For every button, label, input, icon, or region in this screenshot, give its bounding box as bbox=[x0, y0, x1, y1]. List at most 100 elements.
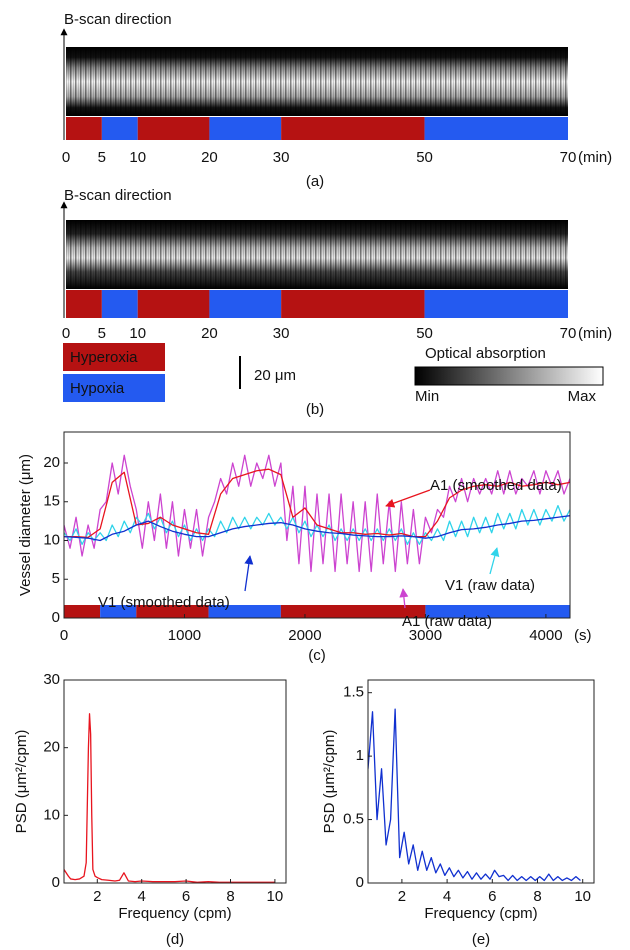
condition-segment bbox=[425, 605, 570, 618]
x-tick-label: 10 bbox=[267, 888, 284, 905]
condition-segment bbox=[137, 117, 210, 140]
y-tick-label: 0 bbox=[356, 874, 364, 891]
caption: (c) bbox=[308, 647, 326, 664]
x-tick-label: 50 bbox=[416, 149, 433, 166]
data-line bbox=[64, 515, 570, 542]
x-tick-label: 0 bbox=[62, 325, 70, 342]
y-tick-label: 0.5 bbox=[343, 811, 364, 828]
x-tick-label: 10 bbox=[129, 149, 146, 166]
caption: (b) bbox=[306, 401, 324, 418]
caption: (d) bbox=[166, 931, 184, 948]
data-line bbox=[368, 708, 581, 882]
series-annotation: V1 (smoothed data) bbox=[98, 594, 230, 611]
y-axis-label: PSD (μm²/cpm) bbox=[321, 730, 338, 834]
condition-segment bbox=[137, 290, 210, 318]
condition-segment bbox=[64, 605, 101, 618]
caption: (a) bbox=[306, 173, 324, 190]
bscan-texture bbox=[66, 47, 568, 116]
y-axis-label: PSD (μm²/cpm) bbox=[13, 730, 30, 834]
series-annotation: A1 (smoothed data) bbox=[430, 477, 562, 494]
x-tick-label: 30 bbox=[273, 325, 290, 342]
condition-segment bbox=[101, 290, 138, 318]
plot-area bbox=[64, 454, 570, 618]
x-tick-label: 8 bbox=[533, 888, 541, 905]
legend-label: Hyperoxia bbox=[70, 349, 138, 366]
y-axis-label: Vessel diameter (μm) bbox=[17, 454, 34, 596]
condition-segment bbox=[136, 605, 209, 618]
legend-label: Hypoxia bbox=[70, 380, 125, 397]
colorbar-min: Min bbox=[415, 388, 439, 405]
condition-segment bbox=[209, 117, 282, 140]
x-tick-label: 6 bbox=[182, 888, 190, 905]
y-tick-label: 5 bbox=[52, 570, 60, 587]
x-tick-label: 1000 bbox=[168, 627, 201, 644]
condition-segment bbox=[424, 117, 568, 140]
x-tick-label: 50 bbox=[416, 325, 433, 342]
y-tick-label: 0 bbox=[52, 609, 60, 626]
y-tick-label: 1 bbox=[356, 747, 364, 764]
axes-frame bbox=[63, 679, 287, 884]
x-tick-label: 70 bbox=[560, 149, 577, 166]
x-tick-label: 0 bbox=[60, 627, 68, 644]
x-tick-label: 4000 bbox=[529, 627, 562, 644]
y-tick-label: 15 bbox=[43, 493, 60, 510]
condition-segment bbox=[66, 290, 102, 318]
colorbar-max: Max bbox=[568, 388, 597, 405]
x-tick-label: 4 bbox=[138, 888, 146, 905]
annotation-arrow bbox=[489, 547, 500, 575]
legend-swatch bbox=[63, 343, 165, 371]
x-tick-label: 2 bbox=[93, 888, 101, 905]
colorbar-title: Optical absorption bbox=[425, 345, 546, 362]
series-annotation: V1 (raw data) bbox=[445, 577, 535, 594]
series-annotation: A1 (raw data) bbox=[402, 613, 492, 630]
x-unit: (s) bbox=[574, 627, 592, 644]
annotation-arrow bbox=[385, 489, 431, 508]
x-unit: (min) bbox=[578, 325, 612, 342]
x-tick-label: 3000 bbox=[409, 627, 442, 644]
x-tick-label: 20 bbox=[201, 149, 218, 166]
x-tick-label: 5 bbox=[98, 325, 106, 342]
condition-segment bbox=[281, 117, 425, 140]
direction-label: B-scan direction bbox=[64, 11, 172, 28]
y-tick-label: 30 bbox=[43, 671, 60, 688]
x-axis-label: Frequency (cpm) bbox=[424, 905, 537, 922]
direction-label: B-scan direction bbox=[64, 187, 172, 204]
x-tick-label: 2000 bbox=[288, 627, 321, 644]
y-tick-label: 1.5 bbox=[343, 684, 364, 701]
x-tick-label: 70 bbox=[560, 325, 577, 342]
x-tick-label: 10 bbox=[129, 325, 146, 342]
x-tick-label: 4 bbox=[443, 888, 451, 905]
x-tick-label: 8 bbox=[226, 888, 234, 905]
annotation-arrow bbox=[244, 555, 254, 592]
y-tick-label: 20 bbox=[43, 454, 60, 471]
condition-segment bbox=[209, 290, 282, 318]
data-line bbox=[64, 713, 275, 883]
x-unit: (min) bbox=[578, 149, 612, 166]
x-axis-label: Frequency (cpm) bbox=[118, 905, 231, 922]
x-tick-label: 30 bbox=[273, 149, 290, 166]
x-tick-label: 2 bbox=[398, 888, 406, 905]
y-tick-label: 20 bbox=[43, 739, 60, 756]
data-line bbox=[64, 454, 570, 573]
y-tick-label: 10 bbox=[43, 806, 60, 823]
colorbar bbox=[414, 366, 604, 386]
bscan-texture bbox=[66, 220, 568, 289]
condition-segment bbox=[281, 290, 425, 318]
x-tick-label: 0 bbox=[62, 149, 70, 166]
condition-segment bbox=[101, 117, 138, 140]
condition-segment bbox=[208, 605, 281, 618]
caption: (e) bbox=[472, 931, 490, 948]
plot-area bbox=[64, 713, 275, 883]
axes-frame bbox=[367, 679, 595, 884]
legend-swatch bbox=[63, 374, 165, 402]
y-tick-label: 10 bbox=[43, 531, 60, 548]
x-tick-label: 6 bbox=[488, 888, 496, 905]
x-tick-label: 10 bbox=[574, 888, 591, 905]
axes-frame bbox=[63, 431, 571, 619]
scale-bar-label: 20 μm bbox=[254, 367, 296, 384]
y-tick-label: 0 bbox=[52, 874, 60, 891]
condition-segment bbox=[100, 605, 137, 618]
x-tick-label: 5 bbox=[98, 149, 106, 166]
condition-segment bbox=[66, 117, 102, 140]
x-tick-label: 20 bbox=[201, 325, 218, 342]
